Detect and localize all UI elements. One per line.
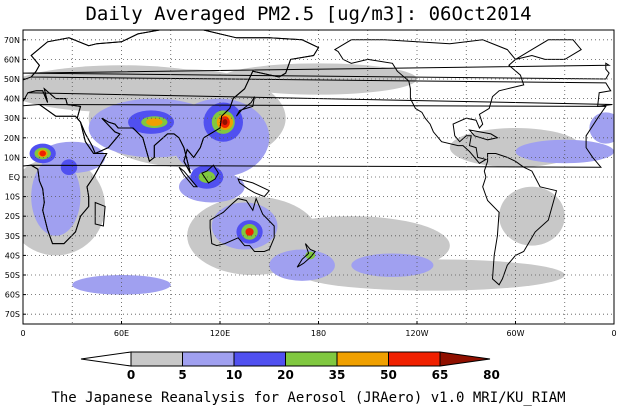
longitude-labels: 0 60E 120E 180 120W 60W 0 [20,321,617,338]
lat-label: 50S [5,271,20,280]
lat-label: 40N [4,95,20,104]
lat-label: 40S [5,251,20,260]
pm25-level-2-area [515,139,614,164]
lat-label: 10N [4,153,20,162]
coastline-wrap-1 [23,103,108,245]
colorbar-label: 65 [432,368,449,382]
lon-label: 60E [114,329,129,338]
pm25-level-2-area [72,275,171,295]
latitude-labels: 70N 60N 50N 40N 30N 20N 10N EQ 10S 20S 30S 40S 50S 60… [4,36,26,319]
lat-label: 30N [4,114,20,123]
colorbar-label: 20 [277,368,294,382]
lon-label: 120E [210,329,230,338]
colorbar-arrow-high [439,351,491,367]
pm25-level-5-area [146,118,163,127]
pm25-level-7-area [222,119,228,126]
lon-label: 180 [311,329,326,338]
lat-label: 60S [5,291,20,300]
lon-label: 0 [611,329,616,338]
colorbar-segment-6 [388,351,441,367]
colorbar-segment-2 [182,351,235,367]
colorbar-label: 50 [380,368,397,382]
map-panel: 70N 60N 50N 40N 30N 20N 10N EQ 10S 20S 30S 40S 50S 60… [4,29,617,338]
pm25-level-3-area [60,159,78,176]
map-title: Daily Averaged PM2.5 [ug/m3]: 06Oct2014 [85,3,532,25]
pm25-level-2-area [269,249,335,281]
coastline-10 [515,39,582,60]
colorbar-arrow-low [80,351,132,367]
lon-label: 120W [405,329,428,338]
coastline-2 [209,197,275,252]
colorbar-segment-3 [233,351,286,367]
colorbar-segment-1 [130,351,183,367]
lat-label: 70N [4,36,20,45]
pm25-level-1-area [302,259,565,291]
coastlines [23,30,613,286]
coastline-13 [94,201,106,227]
lat-label: 10S [5,193,20,202]
coastline-8 [333,39,525,164]
lat-label: 30S [5,232,20,241]
colorbar-segment-4 [285,351,338,367]
lat-label: 70S [5,310,20,319]
lon-label: 0 [20,329,25,338]
lat-label: EQ [9,173,20,182]
colorbar-label: 80 [483,368,500,382]
footer-credit: The Japanese Reanalysis for Aerosol (JRA… [51,390,566,406]
coastline-6 [237,178,271,198]
pm25-level-2-area [351,253,434,277]
coastline-3 [296,243,317,268]
colorbar-label: 10 [226,368,243,382]
pm25-level-6-area [245,227,254,236]
pm25-map: 70N 60N 50N 40N 30N 20N 10N EQ 10S 20S 30S 40S 50S 60… [4,29,617,382]
coastline-7 [235,96,255,117]
lat-label: 20S [5,212,20,221]
coastline-9 [482,153,558,286]
colorbar-label: 5 [178,368,186,382]
pm25-level-2-area [589,112,614,144]
pm25-level-6-area [39,150,46,157]
coastline-4 [178,166,199,188]
lat-label: 20N [4,134,20,143]
lat-label: 60N [4,55,20,64]
lon-label: 60W [506,329,524,338]
colorbar-label: 35 [329,368,346,382]
graticule [23,30,614,324]
colorbar-segment-5 [336,351,389,367]
lat-label: 50N [4,75,20,84]
coastline-12 [468,129,499,141]
colorbar-label: 0 [127,368,135,382]
coastline-5 [201,164,219,184]
coastline-11 [23,62,611,80]
colorbar: 0 5 10 20 35 50 65 80 [80,351,500,382]
